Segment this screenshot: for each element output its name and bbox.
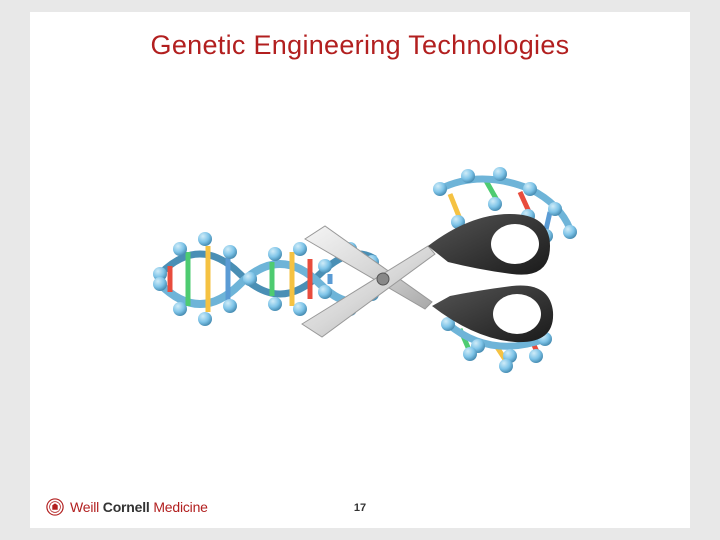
page-number: 17 — [354, 502, 366, 514]
logo-cornell: Cornell — [103, 499, 150, 515]
cornell-seal-icon — [46, 498, 64, 516]
dna-scissors-svg — [150, 134, 590, 394]
logo-weill: Weill — [70, 499, 99, 515]
slide: Genetic Engineering Technologies — [30, 12, 690, 528]
scissors — [302, 214, 553, 342]
logo-medicine: Medicine — [153, 499, 207, 515]
logo-text: Weill Cornell Medicine — [70, 499, 208, 515]
slide-footer: Weill Cornell Medicine 17 — [30, 490, 690, 518]
slide-title: Genetic Engineering Technologies — [30, 30, 690, 61]
dna-scissors-illustration — [150, 134, 590, 394]
weill-cornell-logo: Weill Cornell Medicine — [46, 498, 208, 516]
